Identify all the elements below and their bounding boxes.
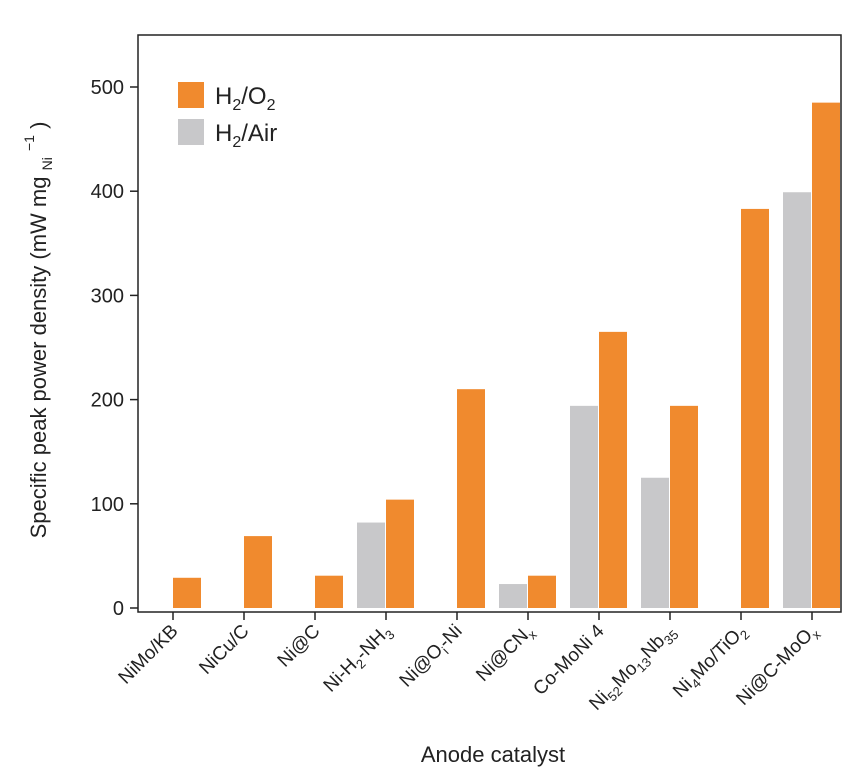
bar-h2-air bbox=[570, 405, 598, 608]
y-tick-label: 100 bbox=[91, 494, 124, 516]
y-tick-label: 200 bbox=[91, 390, 124, 412]
label-part: 2 bbox=[267, 97, 276, 114]
y-axis: 0 100 200 300 400 500 bbox=[91, 77, 138, 620]
y-axis-title-sub: Ni bbox=[39, 157, 55, 170]
label-part: NiCu/C bbox=[195, 621, 253, 679]
x-tick-label: Ni@Oi-Ni bbox=[396, 621, 469, 694]
x-tick-label: Ni@C bbox=[274, 621, 325, 672]
y-axis-title-close: ) bbox=[26, 122, 51, 129]
bar-h2-o2 bbox=[670, 405, 698, 608]
x-tick-label: Ni@CNx bbox=[472, 620, 540, 688]
bar-h2-air bbox=[641, 477, 669, 608]
y-tick-label: 300 bbox=[91, 285, 124, 307]
bar-h2-o2 bbox=[812, 102, 840, 608]
label-part: Mo/TiO bbox=[687, 626, 745, 684]
bar-h2-o2 bbox=[528, 575, 556, 608]
y-tick-label: 0 bbox=[113, 598, 124, 620]
label-part: Ni@CN bbox=[472, 625, 533, 686]
x-tick-label: Ni-H2-NH3 bbox=[320, 621, 398, 699]
legend-label: H2/Air bbox=[215, 120, 277, 151]
legend-swatch bbox=[178, 119, 204, 145]
bar-h2-o2 bbox=[173, 577, 201, 608]
bar-h2-o2 bbox=[457, 389, 485, 608]
label-part: 2 bbox=[232, 134, 241, 151]
label-part: /O bbox=[241, 83, 266, 110]
y-axis-title: Specific peak power density (mW mg Ni −1… bbox=[14, 122, 57, 539]
x-tick-label: NiMo/KB bbox=[115, 621, 183, 689]
x-axis-title: Anode catalyst bbox=[421, 742, 565, 767]
plot-frame bbox=[137, 34, 842, 613]
bar-h2-o2 bbox=[599, 331, 627, 608]
y-axis-title-main: Specific peak power density (mW mg bbox=[26, 177, 51, 539]
label-part: 2 bbox=[232, 97, 241, 114]
label-part: NiMo/KB bbox=[115, 621, 183, 689]
bar-h2-o2 bbox=[386, 499, 414, 608]
label-part: H bbox=[215, 83, 232, 110]
bar-h2-air bbox=[783, 192, 811, 608]
x-tick-label: NiCu/C bbox=[195, 621, 253, 679]
label-part: H bbox=[215, 120, 232, 147]
bar-h2-o2 bbox=[741, 208, 769, 608]
legend-label: H2/O2 bbox=[215, 83, 276, 114]
y-axis-title-sup: −1 bbox=[21, 135, 37, 151]
legend-swatch bbox=[178, 82, 204, 108]
bar-h2-air bbox=[357, 522, 385, 608]
bar-h2-air bbox=[499, 584, 527, 608]
y-tick-label: 400 bbox=[91, 181, 124, 203]
bar-h2-o2 bbox=[315, 575, 343, 608]
bars-layer bbox=[173, 102, 840, 608]
label-part: /Air bbox=[241, 120, 277, 147]
bar-h2-o2 bbox=[244, 536, 272, 608]
y-tick-label: 500 bbox=[91, 77, 124, 99]
label-part: Ni@C bbox=[274, 621, 325, 672]
